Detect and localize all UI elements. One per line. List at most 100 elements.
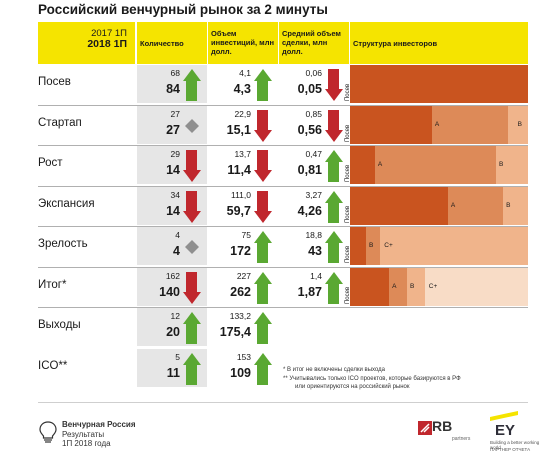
structure-segment: B: [495, 146, 528, 184]
footer-period: 1П 2018 года: [62, 439, 111, 448]
trend-up-icon: [325, 231, 343, 263]
cell-volume: 13,7 11,4: [208, 146, 278, 184]
structure-segment: A: [374, 146, 496, 184]
footer-subtitle: Результаты: [62, 430, 105, 439]
value-prev: 22,9: [234, 108, 251, 119]
row-label: Выходы: [38, 319, 81, 331]
trend-down-icon: [183, 190, 201, 223]
header-avg: Средний объем сделки, млн долл.: [279, 22, 349, 64]
row-label: Стартап: [38, 116, 82, 129]
cell-avg: 0,47 0,81: [279, 146, 349, 184]
value-cur: 4,3: [233, 82, 251, 96]
segment-label: B: [498, 161, 504, 168]
trend-up-icon: [254, 312, 272, 344]
trend-up-icon: [325, 271, 343, 304]
structure-segment: Посев: [345, 105, 432, 144]
trend-up-icon: [254, 352, 272, 385]
note-1: * В итог не включены сделки выхода: [283, 367, 385, 373]
value-cur: 43: [308, 244, 322, 258]
value-prev: 4: [175, 230, 180, 240]
rb-mark-icon: [418, 421, 432, 435]
trend-down-icon: [254, 190, 272, 223]
structure-segment: Посев: [345, 65, 528, 103]
investor-structure-bar: Посев A B: [345, 105, 528, 144]
trend-up-icon: [183, 312, 201, 344]
trend-down-icon: [183, 150, 201, 182]
cell-avg: 1,4 1,87: [279, 268, 349, 306]
structure-segment: Посев: [345, 227, 367, 265]
header-volume: Объем инвестиций, млн долл.: [208, 22, 278, 64]
ey-logo: EY: [495, 422, 516, 439]
value-cur: 4: [173, 244, 180, 258]
structure-segment: B: [406, 267, 425, 306]
value-prev: 111,0: [230, 189, 251, 200]
trend-down-icon: [254, 150, 272, 182]
row-label: Посев: [38, 76, 71, 88]
structure-segment: B: [366, 227, 381, 265]
value-cur: 0,81: [297, 163, 322, 177]
row-label: ICO**: [38, 359, 68, 372]
value-cur: 0,56: [297, 122, 322, 137]
trend-up-icon: [183, 352, 201, 385]
value-prev: 29: [170, 149, 180, 159]
investor-structure-bar: Посев: [345, 65, 528, 103]
investor-structure-bar: Посев A B: [345, 186, 528, 225]
cell-count: 68 84: [137, 65, 207, 103]
trend-up-icon: [325, 150, 343, 182]
structure-segment: A: [389, 267, 407, 306]
row-label: Экспансия: [38, 197, 95, 210]
value-prev: 27: [170, 108, 180, 119]
structure-segment: B: [508, 105, 528, 144]
value-cur: 27: [166, 122, 180, 137]
value-prev: 153: [236, 351, 251, 362]
value-prev: 68: [170, 68, 180, 78]
row-label: Зрелость: [38, 238, 88, 250]
segment-label: B: [506, 201, 511, 209]
value-cur: 262: [230, 284, 251, 299]
value-prev: 3,27: [305, 189, 322, 200]
row-label: Рост: [38, 157, 63, 169]
cell-volume: 133,2 175,4: [208, 308, 278, 346]
value-prev: 227: [236, 270, 251, 281]
investor-structure-bar: Посев A B C+: [345, 267, 528, 306]
footer-title: Венчурная Россия: [62, 420, 136, 429]
value-cur: 20: [166, 325, 180, 339]
trend-up-icon: [254, 69, 272, 101]
segment-label: Посев: [345, 286, 351, 304]
structure-segment: C+: [424, 267, 528, 306]
segment-label: B: [409, 282, 415, 290]
value-prev: 4,1: [239, 68, 251, 78]
trend-up-icon: [254, 231, 272, 263]
row-divider: [38, 226, 528, 227]
segment-label: Посев: [345, 245, 351, 263]
value-cur: 59,7: [226, 203, 251, 218]
header-structure: Структура инвесторов: [350, 22, 528, 64]
page-title: Российский венчурный рынок за 2 минуты: [38, 2, 328, 17]
value-prev: 13,7: [234, 149, 251, 159]
segment-label: Посев: [345, 124, 351, 142]
value-cur: 175,4: [219, 325, 251, 339]
cell-avg: 18,8 43: [279, 227, 349, 265]
segment-label: C+: [384, 242, 393, 249]
cell-volume: 111,0 59,7: [208, 187, 278, 225]
value-cur: 84: [166, 82, 180, 96]
structure-segment: Посев: [345, 146, 375, 184]
row-divider: [38, 185, 528, 187]
row-divider: [38, 104, 528, 106]
value-cur: 109: [230, 365, 251, 380]
value-cur: 172: [230, 244, 251, 258]
value-prev: 34: [170, 189, 180, 200]
value-prev: 162: [165, 270, 180, 281]
segment-label: A: [392, 282, 397, 290]
structure-segment: A: [447, 186, 504, 225]
period-prev: 2017 1П: [91, 28, 127, 39]
note-2: ** Учитывались только ICO проектов, кото…: [283, 376, 461, 382]
value-prev: 0,06: [305, 68, 322, 78]
segment-label: B: [369, 242, 374, 249]
value-prev: 0,47: [305, 149, 322, 159]
value-cur: 15,1: [226, 122, 251, 137]
trend-down-icon: [325, 69, 343, 101]
value-cur: 1,87: [297, 284, 322, 299]
cell-count: 162 140: [137, 267, 207, 306]
